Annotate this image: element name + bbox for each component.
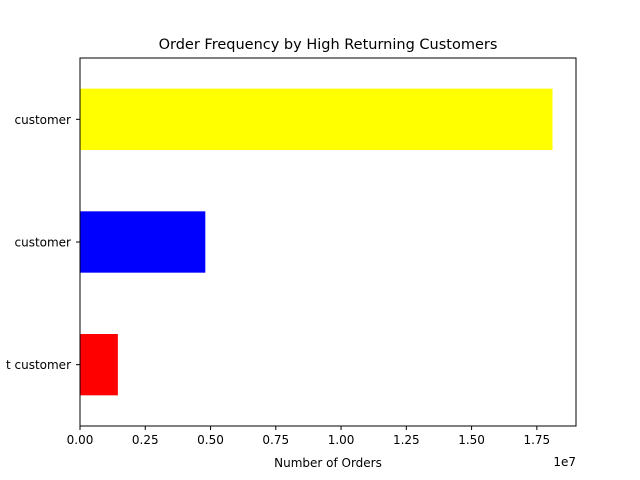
x-ticks: 0.00 0.25 0.50 0.75 1.00 1.25 1.50 1.75 (67, 426, 550, 447)
chart-title: Order Frequency by High Returning Custom… (159, 37, 498, 53)
y-tick-label-1: customer (14, 236, 71, 250)
bars (80, 88, 553, 396)
y-tick-label-0: customer (14, 113, 71, 127)
bar-0 (80, 88, 553, 150)
x-tick-label-0: 0.00 (67, 433, 94, 447)
x-axis-label: Number of Orders (274, 456, 382, 470)
x-axis-offset: 1e7 (553, 455, 576, 469)
x-tick-label-2: 0.50 (197, 433, 224, 447)
bar-1 (80, 211, 206, 273)
x-tick-label-5: 1.25 (393, 433, 420, 447)
plot-frame (79, 57, 577, 427)
x-tick-label-6: 1.50 (458, 433, 485, 447)
y-tick-labels: customer customer t customer (6, 113, 80, 372)
x-tick-label-1: 0.25 (132, 433, 159, 447)
bar-2 (80, 334, 118, 396)
x-tick-label-7: 1.75 (523, 433, 550, 447)
x-tick-label-4: 1.00 (328, 433, 355, 447)
x-tick-label-3: 0.75 (262, 433, 289, 447)
y-tick-label-2: t customer (6, 358, 71, 372)
